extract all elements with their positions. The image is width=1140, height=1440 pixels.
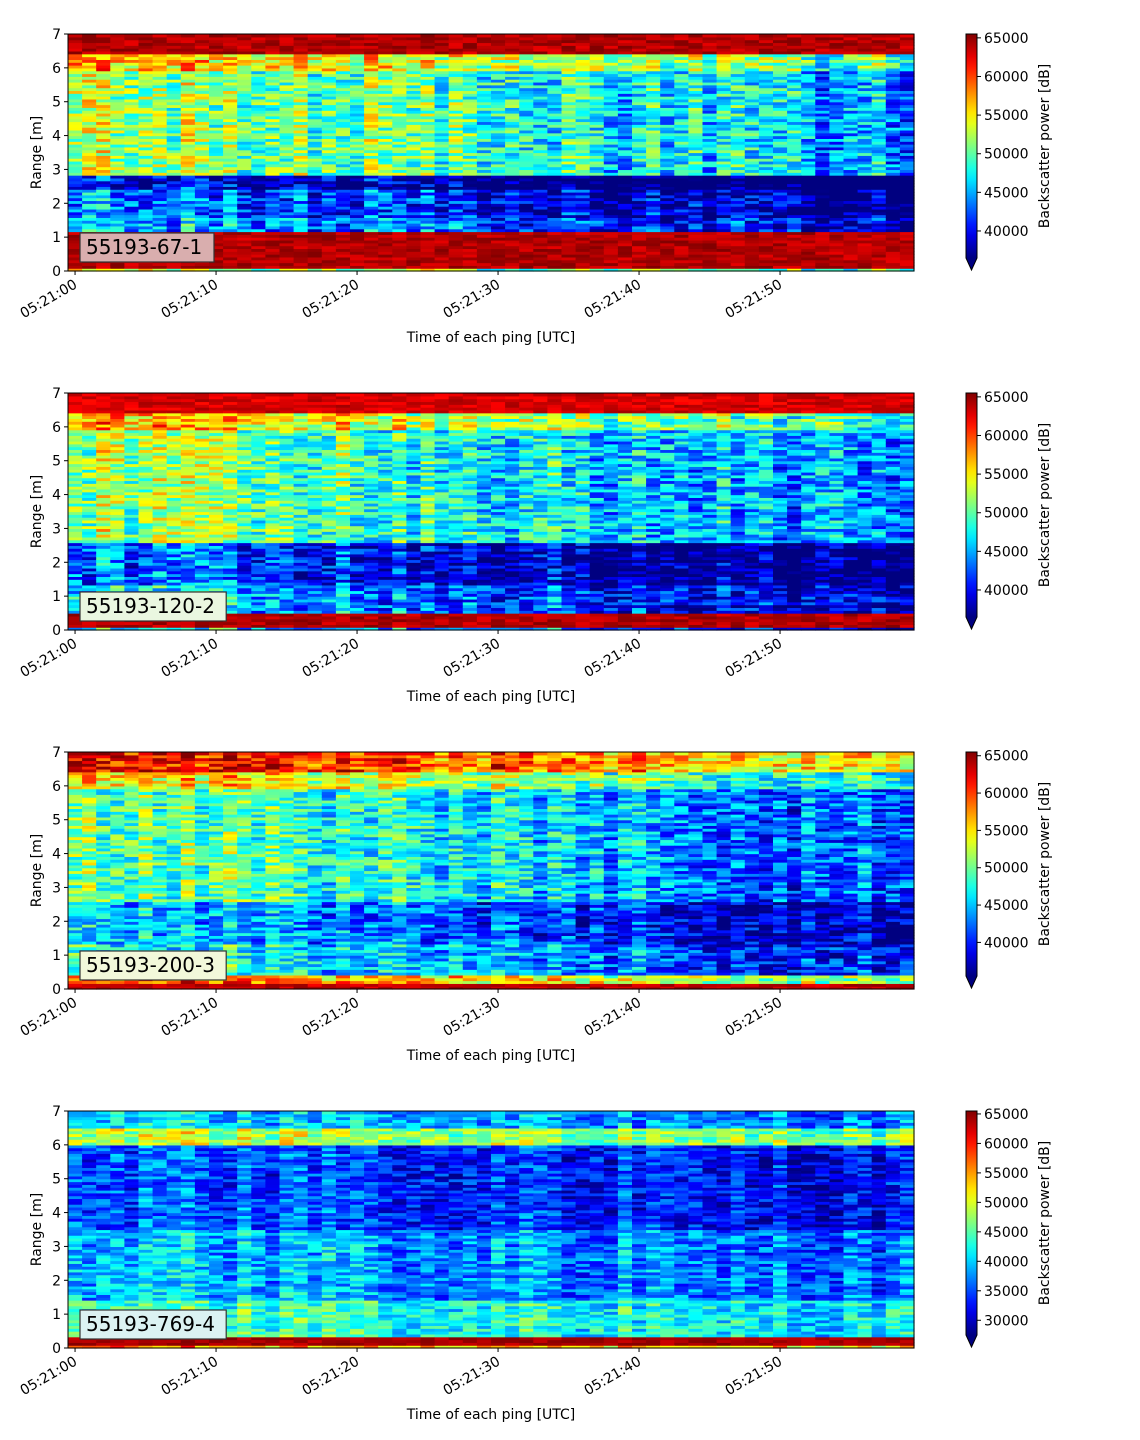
heatmap-cell <box>547 34 562 37</box>
heatmap-cell <box>322 34 337 37</box>
heatmap-cell <box>745 34 760 37</box>
heatmap-cell <box>167 34 182 37</box>
heatmap-cell <box>294 34 309 37</box>
heatmap-cell <box>421 34 436 37</box>
heatmap-cell <box>336 34 351 37</box>
heatmap-cell <box>533 34 548 37</box>
heatmap-cell <box>491 34 506 37</box>
heatmap-cell <box>223 34 238 37</box>
heatmap-cell <box>519 34 534 37</box>
heatmap-cell <box>703 34 718 37</box>
heatmap-cell <box>604 34 619 37</box>
heatmap-cell <box>406 34 421 37</box>
heatmap-cell <box>844 34 859 37</box>
heatmap-cell <box>139 34 154 37</box>
heatmap-cell <box>717 34 732 37</box>
heatmap-cell <box>886 34 901 37</box>
heatmap-cell <box>237 34 252 37</box>
heatmap-cell <box>815 34 830 37</box>
heatmap-cell <box>392 34 407 37</box>
heatmap-cell <box>280 34 295 37</box>
heatmap-cell <box>181 34 196 37</box>
heatmap-cell <box>829 34 844 37</box>
heatmap-cell <box>209 34 224 37</box>
heatmap-cell <box>872 34 887 37</box>
heatmap-cell <box>660 34 675 37</box>
heatmap-cell <box>646 34 661 37</box>
heatmap-cell <box>350 34 365 37</box>
heatmap-cell <box>110 34 125 37</box>
heatmap-cell <box>801 34 816 37</box>
heatmap-cell <box>505 34 520 37</box>
heatmap-cell <box>195 34 210 37</box>
heatmap-cell <box>463 34 478 37</box>
heatmap-cell <box>378 34 393 37</box>
heatmap-cell <box>68 34 83 37</box>
heatmap-cell <box>787 34 802 37</box>
heatmap-cell <box>251 34 266 37</box>
heatmap-cell <box>477 34 492 37</box>
heatmap-cell <box>82 34 97 37</box>
heatmap-cell <box>773 34 788 37</box>
heatmap-cell <box>858 34 873 37</box>
heatmap-cell <box>576 34 591 37</box>
heatmap-cell <box>308 34 323 37</box>
heatmap-cell <box>731 34 746 37</box>
heatmap-cell <box>759 34 774 37</box>
heatmap-cell <box>688 34 703 37</box>
heatmap-cell <box>265 34 280 37</box>
heatmap-cell <box>124 34 139 37</box>
heatmap-cell <box>153 34 168 37</box>
heatmap-cell <box>96 34 111 37</box>
heatmap-cell <box>674 34 689 37</box>
heatmap-cell <box>562 34 577 37</box>
heatmap-cell <box>590 34 605 37</box>
heatmap-cell <box>632 34 647 37</box>
heatmap-cell <box>435 34 450 37</box>
heatmap-cell <box>618 34 633 37</box>
heatmap-cell <box>449 34 464 37</box>
heatmap-cell <box>364 34 379 37</box>
